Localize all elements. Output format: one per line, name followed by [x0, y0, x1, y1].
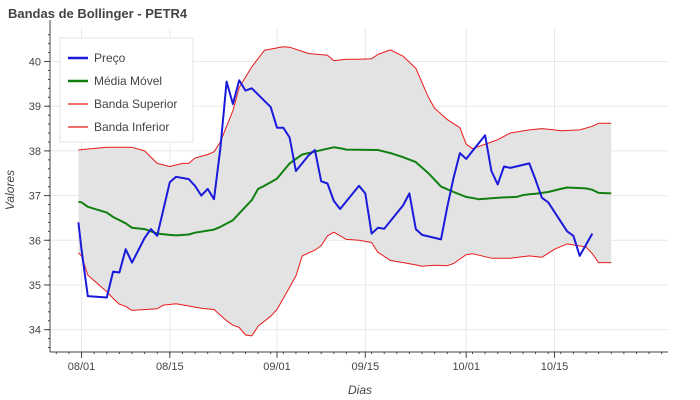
- y-tick-label: 36: [29, 235, 41, 247]
- x-tick-label: 09/15: [352, 361, 380, 373]
- y-tick-label: 37: [29, 191, 41, 203]
- y-axis-label: Valores: [3, 170, 17, 210]
- x-tick-label: 09/01: [263, 361, 291, 373]
- x-tick-label: 08/15: [156, 361, 184, 373]
- y-tick-label: 40: [29, 57, 41, 69]
- bollinger-band-fill: [78, 46, 612, 336]
- x-axis-ticks: 08/01 08/15 09/01 09/15 10/01 10/15: [68, 352, 568, 373]
- x-axis-label: Dias: [348, 383, 372, 397]
- lower-band-line: [78, 231, 612, 337]
- legend-moving-average-label: Média Móvel: [94, 74, 162, 88]
- y-tick-label: 35: [29, 280, 41, 292]
- x-tick-label: 08/01: [68, 361, 96, 373]
- legend-lower-band-label: Banda Inferior: [94, 120, 169, 134]
- legend: Preço Média Móvel Banda Superior Banda Infe…: [59, 37, 194, 143]
- x-tick-label: 10/15: [541, 361, 569, 373]
- price-line: [77, 79, 594, 299]
- axes: [48, 20, 668, 354]
- y-tick-label: 38: [29, 146, 41, 158]
- legend-upper-band-label: Banda Superior: [94, 97, 177, 111]
- x-tick-label: 10/01: [452, 361, 480, 373]
- y-tick-label: 34: [29, 325, 41, 337]
- y-axis-ticks: 34 35 36 37 38 39 40: [29, 57, 50, 337]
- upper-band-line: [78, 46, 612, 167]
- y-tick-label: 39: [29, 101, 41, 113]
- moving-average-line: [78, 146, 612, 237]
- series-lines: [77, 46, 612, 337]
- legend-price-label: Preço: [94, 51, 126, 65]
- band-fill: [78, 46, 612, 336]
- legend-box: [59, 37, 194, 143]
- chart-title: Bandas de Bollinger - PETR4: [8, 6, 188, 21]
